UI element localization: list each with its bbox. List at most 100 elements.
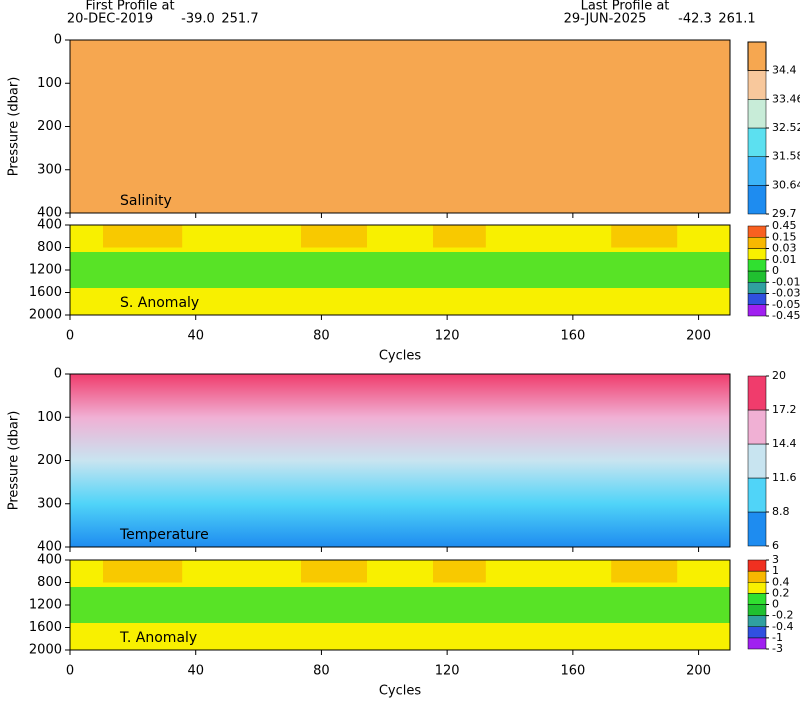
field <box>70 40 730 213</box>
colorbar-label: -0.03 <box>772 287 800 300</box>
colorbar-label: -1 <box>772 631 783 644</box>
field-band <box>70 587 730 623</box>
colorbar-segment <box>747 270 767 283</box>
colorbar-label: -0.45 <box>772 309 800 322</box>
colorbar-label: -0.01 <box>772 275 800 288</box>
y-tick-label: 300 <box>37 162 62 177</box>
colorbar-label: 1 <box>772 564 779 577</box>
colorbar-segment <box>747 225 767 238</box>
y-tick-label: 0 <box>54 367 62 382</box>
y-tick-label: 400 <box>37 206 62 221</box>
colorbar-segment <box>747 511 767 547</box>
x-tick-label: 80 <box>313 664 330 679</box>
y-tick-label: 400 <box>37 540 62 555</box>
colorbar-label: 0.01 <box>772 253 797 266</box>
field-patch <box>301 225 367 248</box>
colorbar-label: 31.58 <box>772 150 800 163</box>
colorbar-label: 0.03 <box>772 242 797 255</box>
field-band <box>70 252 730 288</box>
colorbar-label: 0 <box>772 264 779 277</box>
panel-label: Salinity <box>120 193 172 209</box>
y-tick-label: 1200 <box>29 263 62 278</box>
colorbar-segment <box>747 477 767 513</box>
colorbar-segment <box>747 237 767 249</box>
y-tick-label: 2000 <box>29 643 62 658</box>
colorbar-segment <box>747 593 767 605</box>
colorbar-segment <box>747 615 767 627</box>
panel-label: S. Anomaly <box>120 295 199 311</box>
colorbar-segment <box>747 443 767 479</box>
y-tick-label: 1600 <box>29 285 62 300</box>
colorbar-label: 32.52 <box>772 121 800 134</box>
colorbar-segment <box>747 185 767 215</box>
field-patch <box>103 225 183 248</box>
last-lat: -42.3 <box>678 12 712 27</box>
colorbar-label: 14.4 <box>772 437 797 450</box>
y-tick-label: 100 <box>37 76 62 91</box>
x-tick-label: 120 <box>435 329 460 344</box>
y-axis-label: Pressure (dbar) <box>7 411 22 511</box>
y-tick-label: 200 <box>37 453 62 468</box>
colorbar-segment <box>747 156 767 186</box>
x-tick-label: 0 <box>66 664 74 679</box>
y-tick-label: 2000 <box>29 308 62 323</box>
field <box>70 374 730 547</box>
colorbar-label: 0 <box>772 598 779 611</box>
colorbar-label: 0.4 <box>772 575 790 588</box>
colorbar-segment <box>747 604 767 616</box>
colorbar-label: 11.6 <box>772 471 797 484</box>
x-tick-label: 80 <box>313 329 330 344</box>
y-tick-label: 800 <box>37 240 62 255</box>
field-patch <box>433 225 486 248</box>
colorbar-segment <box>747 248 767 260</box>
x-tick-label: 40 <box>187 329 204 344</box>
colorbar-segment <box>747 259 767 272</box>
colorbar-over <box>747 41 767 72</box>
colorbar-segment <box>747 375 767 411</box>
y-tick-label: 1200 <box>29 598 62 613</box>
x-tick-label: 0 <box>66 329 74 344</box>
last-label: Last Profile at <box>581 0 670 14</box>
y-tick-label: 400 <box>37 218 62 233</box>
colorbar-segment <box>747 626 767 639</box>
x-tick-label: 200 <box>686 329 711 344</box>
x-tick-label: 200 <box>686 664 711 679</box>
colorbar-label: -0.2 <box>772 609 793 622</box>
colorbar-label: 6 <box>772 539 779 552</box>
y-tick-label: 1600 <box>29 620 62 635</box>
y-tick-label: 0 <box>54 33 62 48</box>
colorbar-label: -3 <box>772 642 783 655</box>
field-patch <box>301 560 367 583</box>
colorbar-segment <box>747 409 767 445</box>
colorbar-label: 8.8 <box>772 505 790 518</box>
x-axis-label: Cycles <box>379 684 422 699</box>
y-tick-label: 100 <box>37 410 62 425</box>
panel-label: Temperature <box>119 527 209 543</box>
field-patch <box>611 225 678 248</box>
colorbar-label: -0.4 <box>772 620 793 633</box>
colorbar-segment <box>747 570 767 583</box>
field-patch <box>433 560 486 583</box>
y-tick-label: 200 <box>37 119 62 134</box>
field-patch <box>103 560 183 583</box>
colorbar-label: -0.05 <box>772 298 800 311</box>
x-tick-label: 120 <box>435 664 460 679</box>
x-tick-label: 40 <box>187 664 204 679</box>
first-date: 20-DEC-2019 <box>67 12 153 27</box>
colorbar-label: 0.2 <box>772 586 790 599</box>
last-date: 29-JUN-2025 <box>564 12 647 27</box>
first-lat: -39.0 <box>181 12 215 27</box>
colorbar-label: 17.2 <box>772 403 797 416</box>
panel-label: T. Anomaly <box>119 630 197 646</box>
colorbar-label: 3 <box>772 553 779 566</box>
colorbar-segment <box>747 637 767 650</box>
colorbar-label: 34.4 <box>772 64 797 77</box>
colorbar-segment <box>747 282 767 294</box>
colorbar-segment <box>747 127 767 157</box>
y-tick-label: 400 <box>37 553 62 568</box>
colorbar-segment <box>747 293 767 305</box>
first-lon: 251.7 <box>221 12 258 27</box>
last-lon: 261.1 <box>718 12 755 27</box>
first-label: First Profile at <box>85 0 174 14</box>
x-tick-label: 160 <box>560 329 585 344</box>
